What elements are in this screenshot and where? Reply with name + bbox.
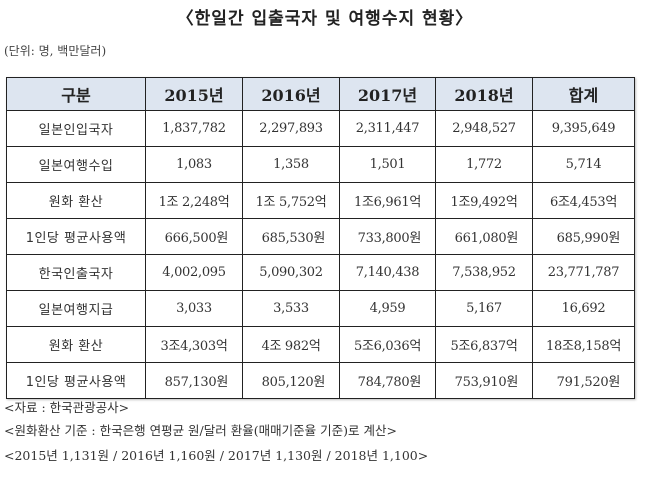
row-label: 일본인입국자 [6,110,146,147]
conversion-basis-note: <원화환산 기준 : 한국은행 연평균 원/달러 환율(매매기준율 기준)로 계… [4,423,397,438]
table-row: 일본여행지급 3,033 3,533 4,959 5,167 16,692 [6,290,635,327]
table-header-row: 구분 2015년 2016년 2017년 2018년 합계 [6,77,635,111]
row-label: 1인당 평균사용액 [6,362,146,399]
source-note: <자료 : 한국관광공사> [4,400,130,415]
column-header-2017: 2017년 [339,77,436,111]
row-label: 일본여행수입 [6,146,146,183]
row-label: 한국인출국자 [6,254,146,291]
column-header-2015: 2015년 [145,77,243,111]
table-cell: 3조4,303억 [145,326,243,363]
table-cell: 4,002,095 [145,254,243,291]
table-cell: 4,959 [339,290,436,327]
row-label: 1인당 평균사용액 [6,218,146,255]
table-cell: 3,533 [242,290,340,327]
table-cell: 5,090,302 [242,254,340,291]
row-label: 일본여행지급 [6,290,146,327]
table-cell: 1,358 [242,146,340,183]
table-row: 일본여행수입 1,083 1,358 1,501 1,772 5,714 [6,146,635,183]
table-row: 1인당 평균사용액 857,130원 805,120원 784,780원 753… [6,362,635,399]
table-cell: 6조4,453억 [532,182,635,219]
table-row: 1인당 평균사용액 666,500원 685,530원 733,800원 661… [6,218,635,255]
table-cell: 2,311,447 [339,110,436,147]
table-cell: 685,530원 [242,218,340,255]
table-cell: 1조9,492억 [435,182,533,219]
table-cell: 2,948,527 [435,110,533,147]
table-cell: 1조 2,248억 [145,182,243,219]
table-cell: 16,692 [532,290,635,327]
table-cell: 1,837,782 [145,110,243,147]
table-cell: 1,501 [339,146,436,183]
table-cell: 5조6,036억 [339,326,436,363]
table-cell: 23,771,787 [532,254,635,291]
column-header-2018: 2018년 [435,77,533,111]
table-cell: 3,033 [145,290,243,327]
table-row: 일본인입국자 1,837,782 2,297,893 2,311,447 2,9… [6,110,635,147]
table-cell: 1,083 [145,146,243,183]
table-cell: 4조 982억 [242,326,340,363]
table-cell: 791,520원 [532,362,635,399]
travel-balance-table: 구분 2015년 2016년 2017년 2018년 합계 일본인입국자 1,8… [6,77,635,399]
table-cell: 666,500원 [145,218,243,255]
table-row: 원화 환산 1조 2,248억 1조 5,752억 1조6,961억 1조9,4… [6,182,635,219]
table-cell: 1조6,961억 [339,182,436,219]
table-cell: 5조6,837억 [435,326,533,363]
column-header-2016: 2016년 [242,77,340,111]
table-row: 원화 환산 3조4,303억 4조 982억 5조6,036억 5조6,837억… [6,326,635,363]
table-cell: 5,714 [532,146,635,183]
table-cell: 7,140,438 [339,254,436,291]
table-cell: 661,080원 [435,218,533,255]
table-row: 한국인출국자 4,002,095 5,090,302 7,140,438 7,5… [6,254,635,291]
table-cell: 7,538,952 [435,254,533,291]
row-label: 원화 환산 [6,326,146,363]
exchange-rate-note: <2015년 1,131원 / 2016년 1,160원 / 2017년 1,1… [4,448,429,463]
table-cell: 753,910원 [435,362,533,399]
table-cell: 784,780원 [339,362,436,399]
table-cell: 1,772 [435,146,533,183]
unit-note: (단위: 명, 백만달러) [4,44,107,58]
table-cell: 733,800원 [339,218,436,255]
table-cell: 1조 5,752억 [242,182,340,219]
table-cell: 805,120원 [242,362,340,399]
column-header-total: 합계 [532,77,635,111]
table-cell: 9,395,649 [532,110,635,147]
table-cell: 685,990원 [532,218,635,255]
table-cell: 18조8,158억 [532,326,635,363]
document-title: 〈한일간 입출국자 및 여행수지 현황〉 [176,9,474,29]
row-label: 원화 환산 [6,182,146,219]
table-cell: 2,297,893 [242,110,340,147]
table-cell: 5,167 [435,290,533,327]
column-header-category: 구분 [6,77,146,111]
footnotes: <자료 : 한국관광공사> <원화환산 기준 : 한국은행 연평균 원/달러 환… [4,398,428,468]
table-cell: 857,130원 [145,362,243,399]
